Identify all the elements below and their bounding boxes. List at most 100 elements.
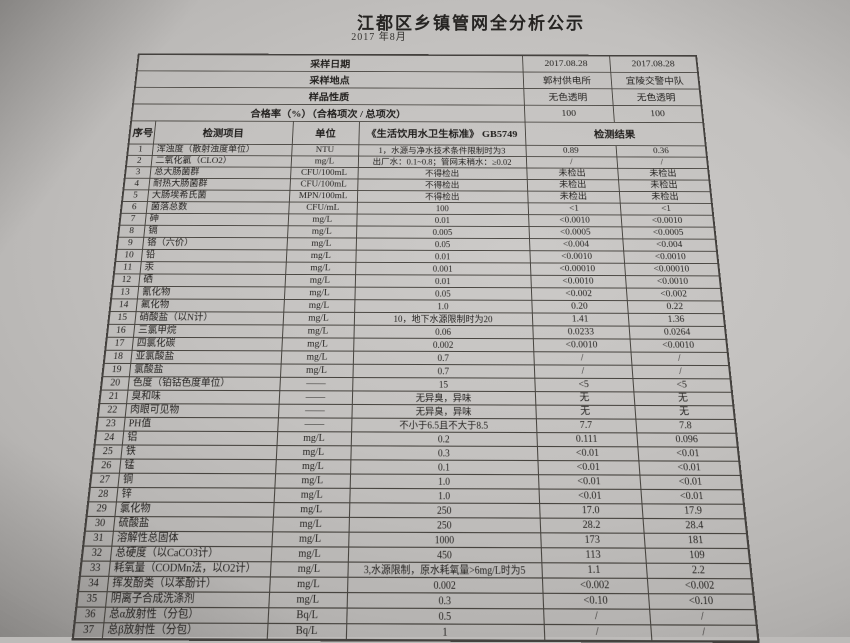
row-item: 氰化物 xyxy=(136,286,285,300)
row-item: 砷 xyxy=(144,213,289,226)
row-result-1: / xyxy=(543,608,651,625)
row-standard: 无异臭，异味 xyxy=(351,390,536,406)
row-unit: mg/L xyxy=(273,488,350,503)
row-item: 亚氯酸盐 xyxy=(130,350,282,365)
row-result-2: 0.22 xyxy=(626,300,724,314)
row-result-2: <0.0010 xyxy=(620,214,715,228)
row-item: 耐热大肠菌群 xyxy=(148,178,291,191)
row-unit: mg/L xyxy=(283,299,355,313)
info-row: 采样日期 2017.08.28 2017.08.28 xyxy=(136,54,698,73)
row-item: 浑浊度（散射浊度单位） xyxy=(151,144,292,156)
row-standard: 100 xyxy=(356,202,529,215)
info-row-value: 100 xyxy=(523,105,614,123)
row-result-1: <0.01 xyxy=(536,446,639,461)
row-unit: mg/L xyxy=(272,502,350,518)
row-item: 四氯化碳 xyxy=(131,337,282,351)
page-subtitle: 2017 年8月 xyxy=(351,32,407,43)
row-result-1: <0.0010 xyxy=(529,250,625,264)
col-header-index: 序号 xyxy=(128,120,156,145)
row-result-2: <0.01 xyxy=(640,489,744,505)
column-header-row: 序号 检测项目 单位 《生活饮用水卫生标准》 GB5749 检测结果 xyxy=(128,120,706,146)
row-unit: CFU/mL xyxy=(288,202,357,215)
info-rows: 采样日期 2017.08.28 2017.08.28 采样地点 郭村供电所 宜陵交警中队样… xyxy=(131,54,704,123)
row-item: 色度（铂钴色度单位） xyxy=(127,376,280,391)
row-result-2: / xyxy=(631,365,731,379)
row-standard: 无异臭，异味 xyxy=(351,404,536,419)
info-row-label: 采样日期 xyxy=(136,54,523,73)
row-standard: 1000 xyxy=(348,532,541,548)
data-rows: 1 浑浊度（散射浊度单位） NTU 1，水源与净水技术条件限制时为3 0.89 0.36 2… xyxy=(72,144,759,642)
row-result-1: <0.002 xyxy=(541,577,648,594)
row-result-2: / xyxy=(630,352,730,366)
row-result-2: 109 xyxy=(644,548,751,564)
row-index: 26 xyxy=(91,458,121,474)
row-result-1: <0.01 xyxy=(537,474,641,490)
row-index: 30 xyxy=(84,516,115,532)
row-unit: mg/L xyxy=(269,576,348,593)
row-unit: mg/L xyxy=(275,445,351,460)
row-item: 镉 xyxy=(143,225,288,238)
row-result-2: <0.00010 xyxy=(624,263,720,276)
row-unit: Bq/L xyxy=(267,607,347,624)
row-item: 锰 xyxy=(118,459,276,474)
row-item: 臭和味 xyxy=(126,390,280,405)
row-index: 14 xyxy=(109,298,137,312)
row-unit: mg/L xyxy=(269,561,348,578)
row-unit: mg/L xyxy=(287,213,357,226)
row-result-1: 无 xyxy=(535,405,636,420)
row-item: 耗氧量（CODMn法，以O2计） xyxy=(108,561,271,577)
info-row-label: 采样地点 xyxy=(134,70,524,89)
row-standard: 10，地下水源限制时为20 xyxy=(353,312,533,326)
row-unit: CFU/100mL xyxy=(289,178,358,191)
row-unit: mg/L xyxy=(286,237,357,251)
row-item: 铜 xyxy=(117,473,276,489)
row-result-1: 未检出 xyxy=(527,191,620,204)
analysis-table-wrap: 采样日期 2017.08.28 2017.08.28 采样地点 郭村供电所 宜陵交警中队样… xyxy=(71,53,760,643)
row-item: 氯酸盐 xyxy=(128,363,281,378)
row-standard: 0.7 xyxy=(352,364,535,379)
row-index: 3 xyxy=(124,166,151,179)
col-header-unit: 单位 xyxy=(291,121,359,145)
row-item: 氯化物 xyxy=(114,501,274,518)
row-index: 27 xyxy=(89,473,119,488)
row-item: 铝 xyxy=(121,431,278,446)
row-result-1: <0.10 xyxy=(542,593,650,610)
row-index: 21 xyxy=(99,390,128,404)
row-result-2: / xyxy=(649,609,757,626)
row-unit: —— xyxy=(278,390,353,405)
row-index: 16 xyxy=(106,324,135,338)
row-result-1: <0.0010 xyxy=(532,338,631,353)
row-index: 11 xyxy=(113,261,141,274)
row-result-1: <0.01 xyxy=(538,489,642,504)
row-standard: 1.0 xyxy=(349,488,540,504)
row-standard: 出厂水：0.1~0.8；管网末稍水：≥0.02 xyxy=(357,156,527,169)
row-result-1: / xyxy=(525,156,618,169)
row-result-2: 1.36 xyxy=(627,313,725,327)
row-result-2: <0.0010 xyxy=(623,251,719,264)
row-item: 铅 xyxy=(140,249,287,263)
row-standard: 0.2 xyxy=(350,431,537,447)
row-standard: 不得检出 xyxy=(357,167,527,180)
row-item: 硫酸盐 xyxy=(112,516,273,532)
row-item: 大肠埃希氏菌 xyxy=(146,189,290,203)
row-index: 10 xyxy=(115,249,143,262)
row-index: 15 xyxy=(108,311,136,325)
row-result-2: <1 xyxy=(619,203,714,216)
row-standard: 0.05 xyxy=(354,287,532,301)
row-result-2: 2.2 xyxy=(645,563,752,579)
row-result-2: 17.9 xyxy=(641,503,746,519)
row-item: 锌 xyxy=(115,487,275,503)
row-standard: 0.1 xyxy=(350,459,538,475)
row-item: 铬（六价） xyxy=(142,237,288,250)
row-standard: 0.005 xyxy=(356,225,530,239)
row-result-2: <0.01 xyxy=(638,460,741,476)
row-result-2: / xyxy=(650,624,759,642)
row-index: 36 xyxy=(74,607,106,623)
row-standard: 1 xyxy=(345,623,545,641)
info-row-value: 无色透明 xyxy=(523,88,613,106)
row-standard: 0.06 xyxy=(353,325,533,339)
row-result-2: <0.0005 xyxy=(621,226,716,240)
row-result-1: 7.7 xyxy=(535,418,637,433)
row-index: 35 xyxy=(76,591,107,608)
row-result-1: <0.01 xyxy=(537,460,640,476)
